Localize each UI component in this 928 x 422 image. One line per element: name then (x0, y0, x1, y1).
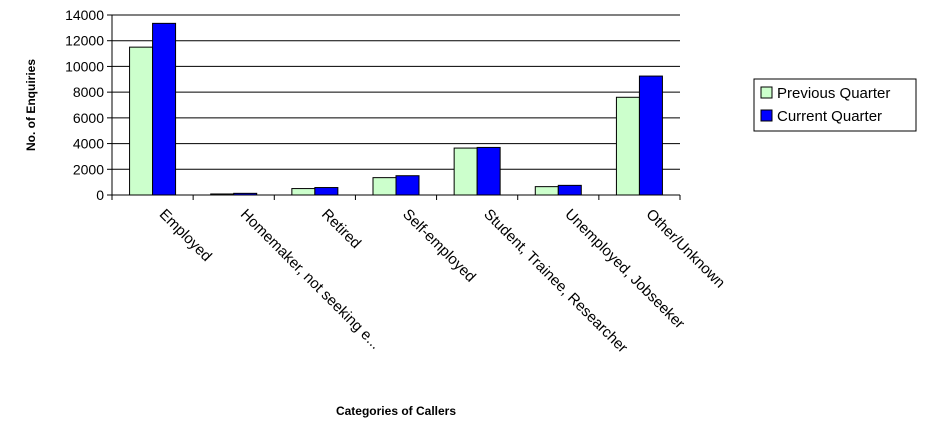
y-axis-title: No. of Enquiries (24, 59, 38, 151)
legend-box (753, 78, 917, 132)
legend-label-current: Current Quarter (777, 108, 882, 125)
bar-previous-5 (534, 186, 559, 196)
bar-current-2 (314, 187, 339, 196)
x-tick-label: Other/Unknown (643, 206, 729, 292)
y-tick-label: 0 (96, 187, 104, 203)
y-tick-label: 14000 (65, 7, 104, 23)
y-tick-label: 6000 (73, 110, 104, 126)
bar-previous-2 (291, 188, 316, 196)
y-tick-label: 2000 (73, 161, 104, 177)
y-tick-label: 12000 (65, 33, 104, 49)
bar-previous-4 (453, 147, 478, 196)
x-tick-label: Retired (318, 206, 364, 252)
bar-current-3 (395, 175, 420, 196)
y-tick-labels: 0 2000 4000 6000 8000 10000 12000 14000 (65, 7, 104, 203)
legend-label-previous: Previous Quarter (777, 85, 890, 102)
bars (129, 22, 663, 196)
x-tick-label: Homemaker, not seeking e... (237, 206, 384, 353)
bar-current-0 (152, 22, 177, 196)
x-tick-labels: Employed Homemaker, not seeking e...Retir… (156, 206, 729, 357)
x-tick-label: Employed (156, 206, 215, 265)
legend: Previous Quarter Current Quarter (753, 78, 917, 132)
x-tick-label: Student, Trainee, Researcher (480, 206, 631, 357)
legend-swatch-current (760, 109, 773, 122)
gridlines (112, 14, 680, 170)
x-axis-title: Categories of Callers (336, 404, 456, 418)
legend-swatch-previous (760, 86, 773, 99)
bar-current-4 (476, 146, 501, 196)
bar-previous-0 (129, 46, 154, 196)
bar-previous-6 (615, 96, 640, 196)
bar-current-6 (638, 75, 663, 196)
y-tick-label: 10000 (65, 58, 104, 74)
y-tick-label: 4000 (73, 136, 104, 152)
y-tick-label: 8000 (73, 84, 104, 100)
bar-previous-3 (372, 177, 397, 196)
x-tick-label: Self-employed (399, 206, 479, 286)
axes (107, 14, 681, 200)
bar-current-5 (557, 184, 582, 196)
